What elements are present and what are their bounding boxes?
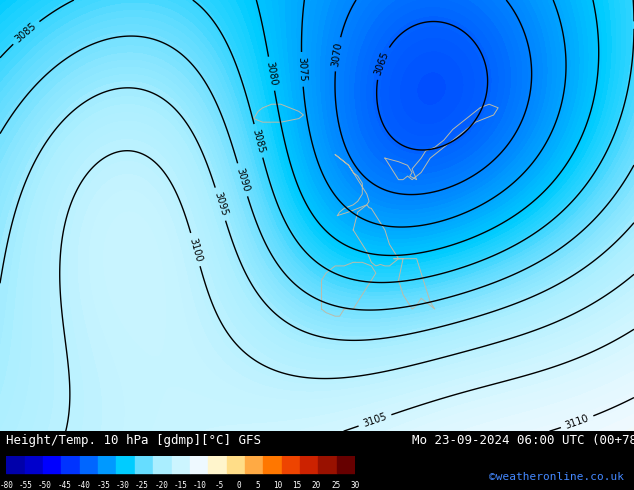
Bar [337,456,355,473]
Text: Mo 23-09-2024 06:00 UTC (00+78): Mo 23-09-2024 06:00 UTC (00+78) [412,434,634,447]
Text: 3080: 3080 [264,61,278,87]
Text: -20: -20 [155,481,168,490]
Text: 20: 20 [312,481,321,490]
Bar [190,456,208,473]
Text: -35: -35 [96,481,110,490]
Text: 3070: 3070 [330,41,344,67]
Bar [263,456,281,473]
Text: -30: -30 [115,481,129,490]
Text: 3105: 3105 [362,412,388,429]
Text: 0: 0 [236,481,241,490]
Text: -80: -80 [0,481,13,490]
Text: -40: -40 [77,481,91,490]
Text: -45: -45 [58,481,72,490]
Text: 15: 15 [292,481,302,490]
Text: 3100: 3100 [187,236,204,263]
Bar [98,456,117,473]
Text: 25: 25 [331,481,340,490]
Bar [318,456,337,473]
Bar [6,456,25,473]
Bar [226,456,245,473]
Bar [117,456,135,473]
Text: 3090: 3090 [234,167,251,193]
Bar [245,456,263,473]
Text: 3065: 3065 [373,50,391,76]
Text: -55: -55 [19,481,32,490]
Bar [61,456,80,473]
Bar [80,456,98,473]
Bar [300,456,318,473]
Text: 5: 5 [256,481,261,490]
Text: 3075: 3075 [297,57,307,82]
Text: ©weatheronline.co.uk: ©weatheronline.co.uk [489,472,624,482]
Text: Height/Temp. 10 hPa [gdmp][°C] GFS: Height/Temp. 10 hPa [gdmp][°C] GFS [6,434,261,447]
Bar [172,456,190,473]
Bar [25,456,43,473]
Bar [281,456,300,473]
Text: -5: -5 [215,481,224,490]
Text: -25: -25 [135,481,149,490]
Text: -15: -15 [174,481,188,490]
Bar [208,456,226,473]
Text: 3095: 3095 [212,191,229,218]
Text: -10: -10 [193,481,207,490]
Bar [43,456,61,473]
Text: 30: 30 [351,481,359,490]
Bar [135,456,153,473]
Text: 3085: 3085 [13,21,39,44]
Text: 3110: 3110 [564,413,590,431]
Text: 10: 10 [273,481,282,490]
Text: -50: -50 [38,481,52,490]
Text: 3085: 3085 [250,128,266,154]
Bar [153,456,172,473]
